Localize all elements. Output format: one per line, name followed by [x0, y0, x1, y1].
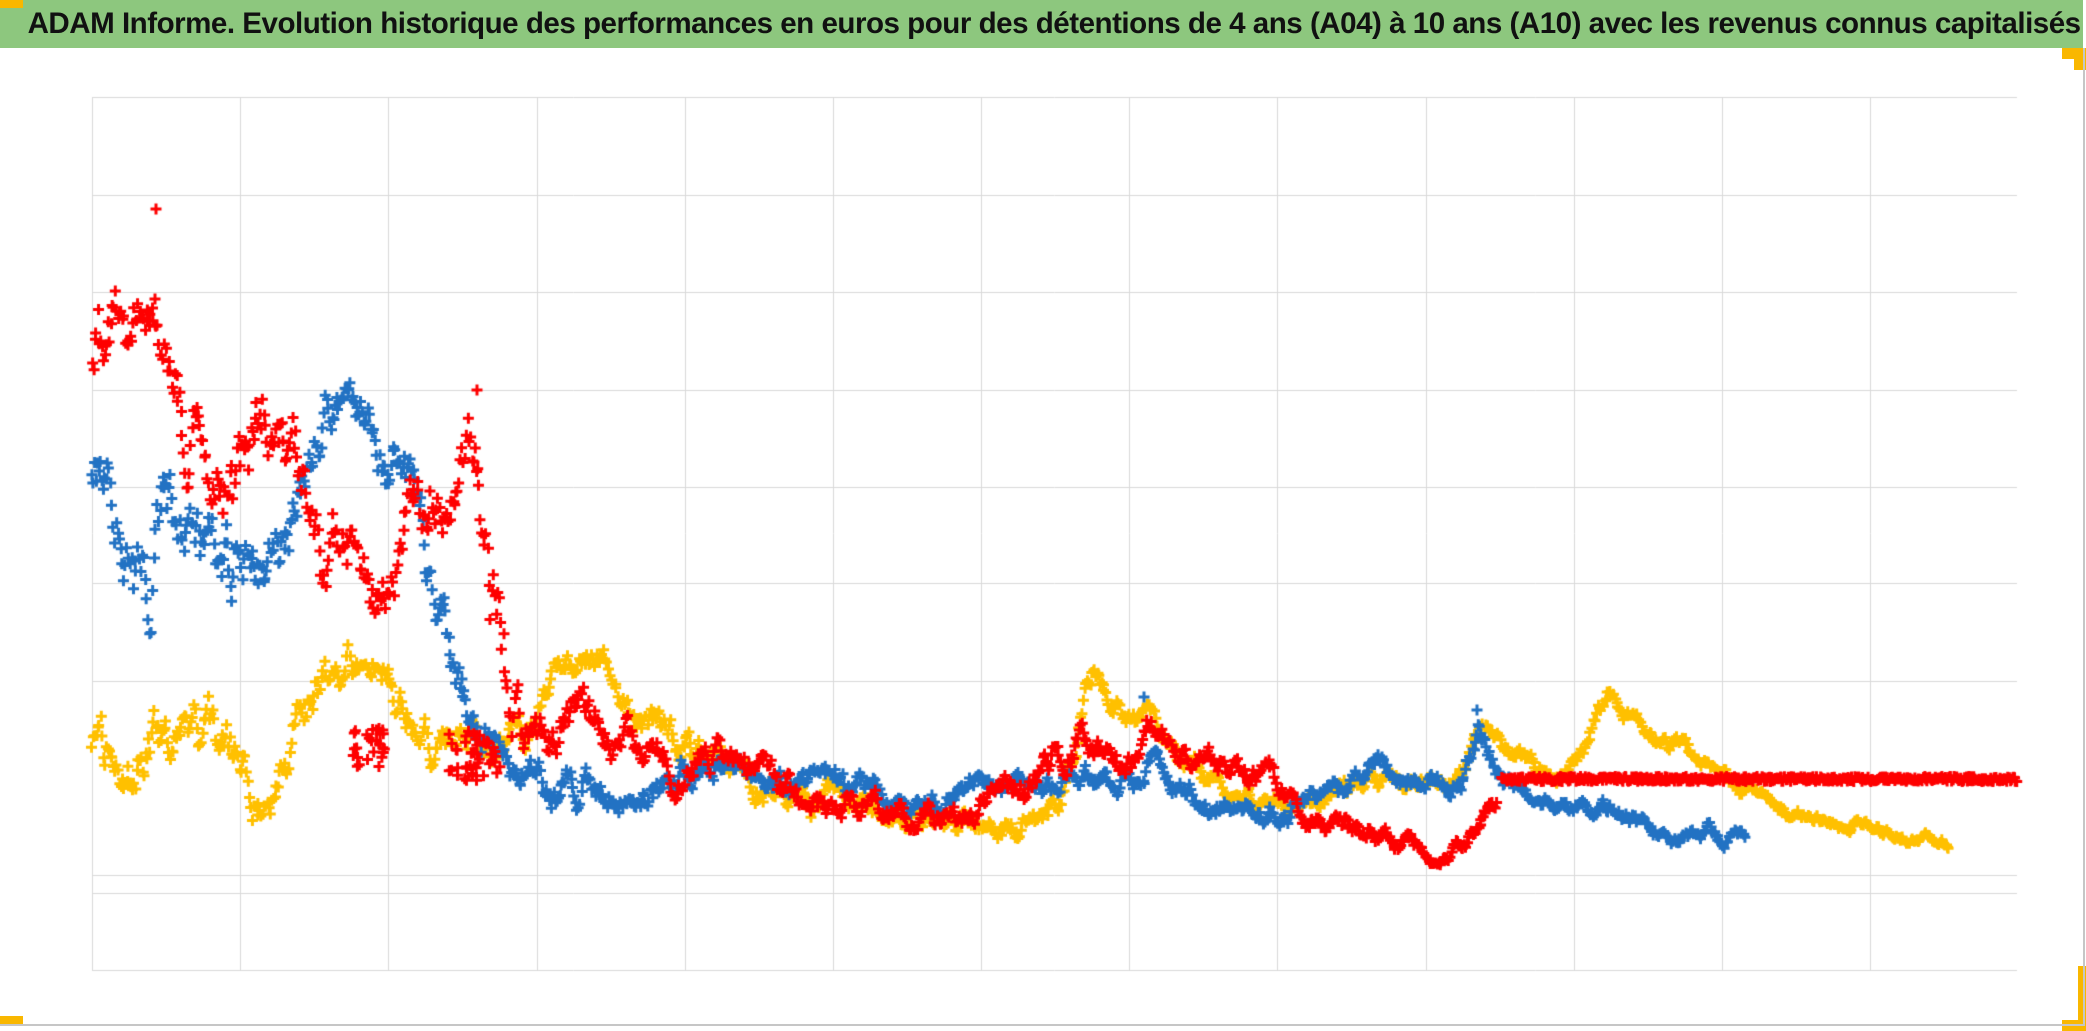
corner-accent-bottom-right-icon	[2078, 966, 2086, 1031]
corner-accent-bottom-left	[0, 1016, 23, 1026]
corner-accent-top-left	[0, 0, 23, 8]
page-edge-bottom	[0, 1024, 2084, 1026]
page-edge-right	[2083, 48, 2085, 1026]
